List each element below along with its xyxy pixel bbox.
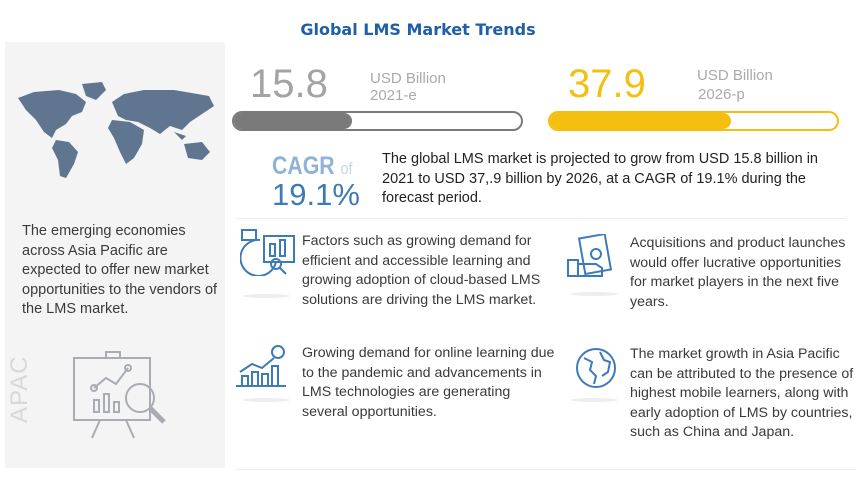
page-title: Global LMS Market Trends xyxy=(300,20,536,39)
market-2026-bar xyxy=(548,111,839,131)
divider xyxy=(236,218,846,219)
analytics-icon xyxy=(240,229,295,276)
market-2021-year: 2021-e xyxy=(370,87,417,104)
market-2026-bar-fill xyxy=(550,113,731,129)
cagr-label: CAGR xyxy=(272,152,335,180)
apac-description: The emerging economies across Asia Pacif… xyxy=(22,223,218,317)
market-2026-year: 2026-p xyxy=(698,86,745,103)
market-2026-unit: USD Billion xyxy=(697,67,773,84)
market-2021-bar xyxy=(232,111,523,131)
point-text: Growing demand for online learning due t… xyxy=(302,345,555,420)
market-2026-value: 37.9 xyxy=(568,62,646,106)
cagr-of: of xyxy=(340,159,353,178)
money-hand-icon xyxy=(567,234,613,277)
market-summary: The global LMS market is projected to gr… xyxy=(382,151,818,206)
market-2021-unit: USD Billion xyxy=(370,70,446,87)
growth-chart-icon xyxy=(236,345,286,387)
point-text: Acquisitions and product launches would … xyxy=(630,235,846,310)
cagr-value: 19.1% xyxy=(272,177,360,212)
world-map-icon xyxy=(18,82,214,178)
point-text: The market growth in Asia Pacific can be… xyxy=(630,346,854,440)
apac-label: APAC xyxy=(6,355,33,423)
market-2021-value: 15.8 xyxy=(250,62,328,106)
presentation-analysis-icon xyxy=(73,351,166,439)
point-text: Factors such as growing demand for effic… xyxy=(302,233,541,308)
globe-icon xyxy=(576,348,616,388)
market-2021-bar-fill xyxy=(234,113,352,129)
divider xyxy=(236,469,856,470)
